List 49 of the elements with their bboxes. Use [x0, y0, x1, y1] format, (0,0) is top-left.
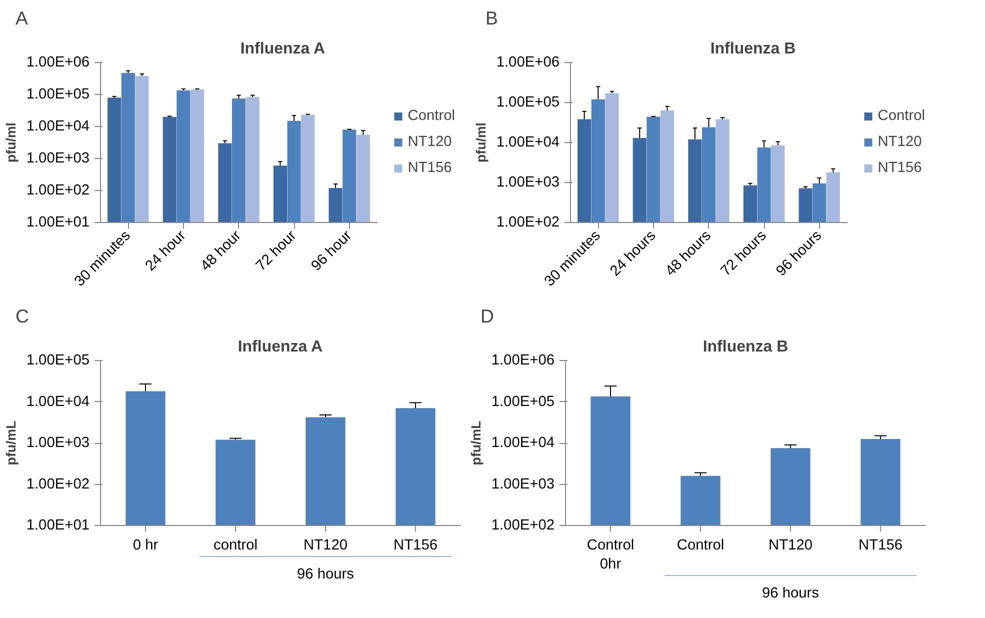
text: B — [486, 8, 498, 28]
y-axis-title: pfu/ml — [3, 122, 18, 162]
chart-title: Influenza B — [710, 40, 796, 58]
y-tick-label: 1.00E+04 — [496, 134, 560, 150]
legend-label: Control — [878, 108, 925, 124]
y-tick-label: 1.00E+05 — [26, 352, 90, 368]
x-tick-label: Control 0hr — [586, 538, 634, 573]
text: 96 hours — [296, 566, 354, 582]
y-tick-label: 1.00E+06 — [496, 54, 560, 70]
y-tick-label: 1.00E+05 — [491, 394, 555, 410]
y-tick-label: 1.00E+03 — [26, 150, 90, 166]
legend-label: NT156 — [408, 160, 452, 176]
legend-label: NT156 — [878, 160, 922, 176]
y-tick-label: 1.00E+05 — [26, 86, 90, 102]
text: D — [480, 306, 494, 326]
y-tick-label: 1.00E+03 — [491, 476, 555, 492]
y-tick-label: 1.00E+03 — [496, 174, 560, 190]
x-tick-label: Control — [676, 538, 724, 554]
y-axis-title: pfu/mL — [3, 420, 18, 466]
x-tick-label: NT156 — [858, 538, 903, 554]
y-tick-label: 1.00E+02 — [491, 518, 555, 534]
y-tick-label: 1.00E+01 — [26, 214, 90, 230]
legend-label: NT120 — [878, 134, 922, 150]
y-tick-label: 1.00E+01 — [26, 518, 90, 534]
y-tick-label: 1.00E+02 — [26, 476, 90, 492]
legend-label: NT120 — [408, 134, 452, 150]
legend-label: Control — [408, 108, 455, 124]
text: 96 hours — [762, 586, 820, 602]
y-axis-title: pfu/mL — [468, 420, 484, 466]
y-tick-label: 1.00E+02 — [496, 214, 560, 230]
text: C — [16, 306, 29, 326]
y-tick-label: 1.00E+04 — [26, 118, 90, 134]
x-tick-label: NT120 — [304, 538, 348, 554]
y-tick-label: 1.00E+04 — [26, 394, 90, 410]
y-tick-label: 1.00E+05 — [496, 94, 560, 110]
x-tick-label: control — [214, 538, 258, 554]
y-tick-label: 1.00E+03 — [26, 435, 90, 451]
chart-title: Influenza A — [240, 40, 326, 58]
y-tick-label: 1.00E+04 — [491, 435, 555, 451]
y-tick-label: 1.00E+06 — [491, 352, 555, 368]
y-tick-label: 1.00E+02 — [26, 182, 90, 198]
chart-title: Influenza A — [238, 338, 324, 356]
chart-title: Influenza B — [702, 338, 788, 356]
text: A — [16, 8, 28, 28]
x-tick-label: NT156 — [394, 538, 438, 554]
x-tick-label: NT120 — [768, 538, 813, 554]
y-axis-title: pfu/ml — [473, 122, 488, 162]
x-tick-label: 0 hr — [132, 538, 158, 554]
y-tick-label: 1.00E+06 — [26, 54, 90, 70]
